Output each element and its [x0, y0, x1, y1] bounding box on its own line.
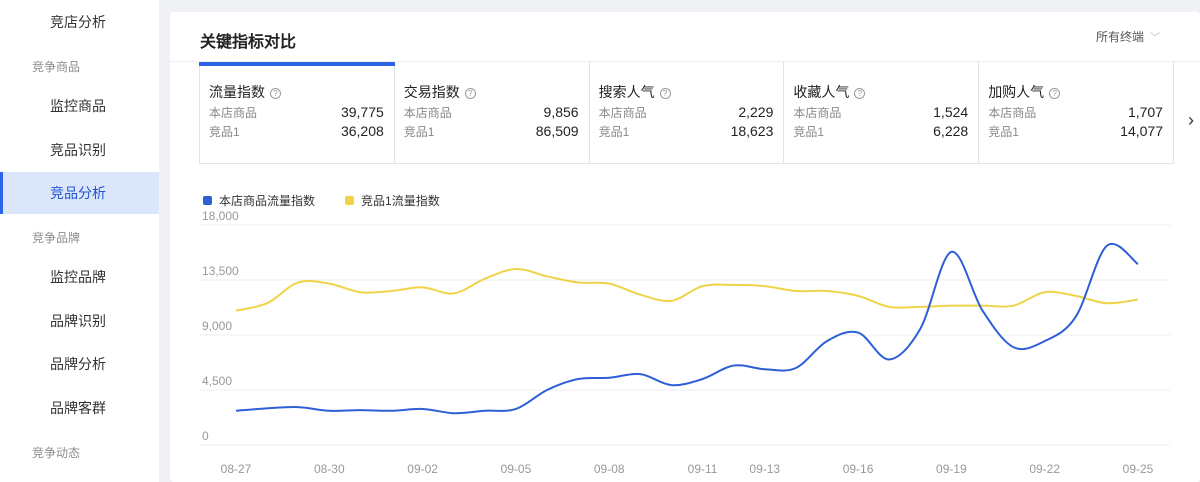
- panel-title: 关键指标对比: [200, 34, 297, 51]
- help-icon[interactable]: ?: [659, 88, 671, 99]
- series-line-self: [235, 242, 1139, 415]
- metric-comp-label: 竞品1: [793, 125, 825, 139]
- metric-self-label: 本店商品: [598, 106, 647, 120]
- chevron-right-icon[interactable]: ›: [1188, 110, 1194, 130]
- metric-title: 收藏人气: [793, 84, 850, 100]
- metric-self-label: 本店商品: [209, 106, 258, 120]
- chart-legend: 本店商品流量指数 竞品1流量指数: [203, 192, 440, 209]
- metric-comp-label: 竞品1: [403, 125, 435, 139]
- metric-comp-label: 竞品1: [209, 125, 240, 139]
- x-tick-label: 09-16: [843, 462, 874, 476]
- metric-comp-label: 竞品1: [598, 125, 630, 139]
- help-icon[interactable]: ?: [1049, 88, 1061, 99]
- metric-title: 流量指数: [209, 84, 265, 100]
- legend-item-competitor[interactable]: 竞品1流量指数: [345, 192, 440, 209]
- legend-label: 竞品1流量指数: [361, 194, 440, 208]
- x-tick-label: 08-30: [314, 462, 345, 476]
- x-tick-label: 09-11: [688, 462, 718, 476]
- sidebar-item-product-identify[interactable]: 竞品识别: [50, 142, 106, 158]
- sidebar-item-monitor-products[interactable]: 监控商品: [50, 98, 106, 114]
- terminal-select[interactable]: 所有终端 ﹀: [1096, 28, 1160, 45]
- legend-item-self[interactable]: 本店商品流量指数: [203, 192, 315, 209]
- legend-label: 本店商品流量指数: [219, 194, 316, 208]
- help-icon[interactable]: ?: [270, 88, 281, 99]
- terminal-select-label: 所有终端: [1095, 30, 1144, 44]
- sidebar: 竞店分析 竞争商品 监控商品 竞品识别 竞品分析 竞争品牌 监控品牌 品牌识别 …: [0, 0, 159, 482]
- metric-self-value: 1,707: [1127, 104, 1163, 120]
- metric-card-favorites[interactable]: 收藏人气? 本店商品 1,524 竞品1 6,228: [784, 62, 980, 163]
- sidebar-item-brand-analysis[interactable]: 品牌分析: [50, 356, 106, 372]
- sidebar-group-brands: 竞争品牌: [32, 231, 81, 245]
- sidebar-item-brand-customers[interactable]: 品牌客群: [50, 400, 106, 416]
- key-metrics-panel: 关键指标对比 所有终端 ﹀ 流量指数? 本店商品 39,775 竞品1 36,208 …: [170, 12, 1200, 482]
- sidebar-item-monitor-brands[interactable]: 监控品牌: [50, 269, 106, 285]
- metric-self-value: 2,229: [738, 104, 774, 120]
- y-tick-label: 18,000: [202, 209, 239, 223]
- metric-self-label: 本店商品: [988, 106, 1037, 120]
- legend-swatch: [203, 196, 212, 205]
- x-tick-label: 09-05: [501, 462, 532, 476]
- metric-self-label: 本店商品: [793, 106, 842, 120]
- traffic-line-chart: 0 4,500 9,000 13,500 18,000 08-27 08-30 09-02 09…: [200, 209, 1170, 476]
- metric-self-value: 39,775: [340, 104, 384, 120]
- help-icon[interactable]: ?: [854, 88, 866, 99]
- metric-comp-value: 14,077: [1120, 123, 1163, 139]
- metric-title: 搜索人气: [598, 84, 655, 100]
- x-tick-label: 09-22: [1029, 462, 1060, 476]
- series-line-competitor: [235, 267, 1139, 312]
- metric-card-search[interactable]: 搜索人气? 本店商品 2,229 竞品1 18,623: [590, 62, 785, 163]
- metric-card-add-to-cart[interactable]: 加购人气? 本店商品 1,707 竞品1 14,077: [979, 62, 1173, 163]
- x-tick-label: 09-13: [749, 462, 780, 476]
- help-icon[interactable]: ?: [464, 88, 476, 99]
- metric-comp-value: 36,208: [340, 123, 384, 139]
- divider: [170, 61, 1200, 62]
- metric-self-label: 本店商品: [403, 106, 452, 120]
- y-tick-label: 13,500: [202, 264, 239, 278]
- x-tick-label: 09-25: [1123, 462, 1154, 476]
- x-tick-label: 09-02: [407, 462, 438, 476]
- x-tick-label: 08-27: [221, 462, 252, 476]
- legend-swatch: [345, 196, 355, 205]
- sidebar-item-product-analysis[interactable]: 竞品分析: [0, 172, 159, 214]
- x-tick-label: 09-19: [936, 462, 967, 476]
- metric-comp-value: 86,509: [535, 123, 579, 139]
- metric-title: 交易指数: [403, 84, 460, 100]
- metric-comp-value: 18,623: [730, 123, 774, 139]
- metric-comp-label: 竞品1: [988, 125, 1019, 139]
- y-tick-label: 9,000: [202, 319, 232, 333]
- sidebar-item-shop-analysis[interactable]: 竞店分析: [50, 14, 106, 30]
- metric-cards: 流量指数? 本店商品 39,775 竞品1 36,208 交易指数? 本店商品 9,8…: [199, 62, 1174, 164]
- metric-self-value: 9,856: [543, 104, 579, 120]
- metric-card-trade[interactable]: 交易指数? 本店商品 9,856 竞品1 86,509: [395, 62, 590, 163]
- x-tick-label: 09-08: [594, 462, 625, 476]
- metric-title: 加购人气: [988, 84, 1045, 100]
- metric-comp-value: 6,228: [933, 123, 969, 139]
- y-tick-label: 4,500: [202, 374, 232, 388]
- sidebar-group-products: 竞争商品: [32, 60, 81, 74]
- metric-card-traffic[interactable]: 流量指数? 本店商品 39,775 竞品1 36,208: [199, 62, 395, 163]
- metric-self-value: 1,524: [933, 104, 969, 120]
- sidebar-item-brand-identify[interactable]: 品牌识别: [50, 313, 106, 329]
- y-tick-label: 0: [202, 429, 209, 443]
- sidebar-group-dynamics: 竞争动态: [32, 446, 81, 460]
- chevron-down-icon: ﹀: [1150, 33, 1160, 44]
